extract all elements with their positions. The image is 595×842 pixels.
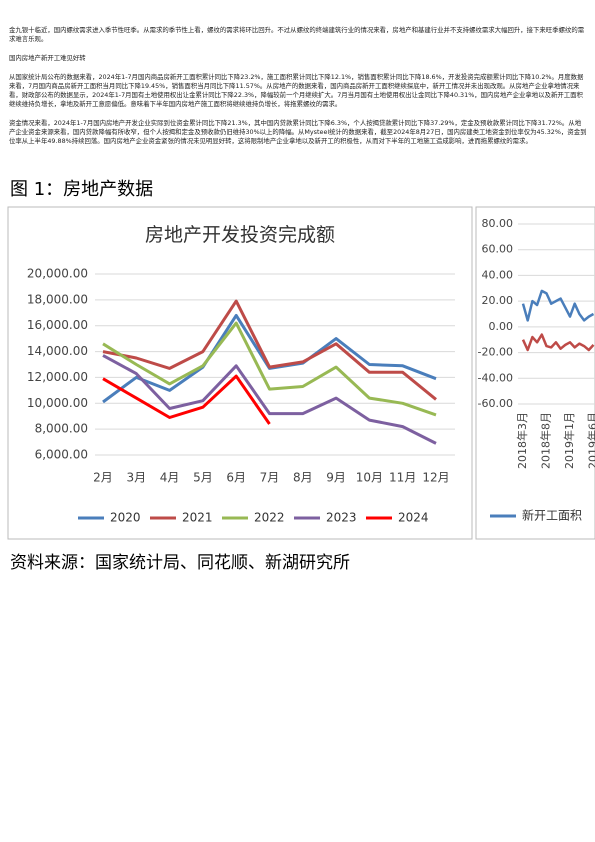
y-tick-label: 18,000.00	[27, 292, 88, 306]
x-tick-label: 2019年1月	[562, 412, 576, 469]
y-tick-label: 80.00	[482, 217, 514, 230]
legend-label: 2023	[326, 511, 357, 525]
y-tick-label: 10,000.00	[27, 396, 88, 410]
legend-label: 新开工面积	[522, 508, 582, 523]
chart-2: -60.00 -40.00 -20.00 0.00 20.00 40.00 60.00 80.…	[478, 217, 595, 523]
legend-label: 2022	[254, 511, 285, 525]
x-tick-label: 12月	[422, 471, 449, 485]
legend-label: 2024	[398, 511, 429, 525]
x-tick-label: 2018年3月	[515, 412, 529, 469]
series-line	[521, 289, 595, 322]
x-tick-label: 2月	[93, 471, 113, 485]
series-line	[102, 374, 271, 425]
y-tick-label: -60.00	[478, 397, 513, 410]
series-line	[102, 354, 437, 445]
figure-title: 图 1：房地产数据	[10, 179, 153, 200]
y-tick-label: 16,000.00	[27, 318, 88, 332]
y-tick-label: 8,000.00	[35, 422, 88, 436]
series-line	[102, 299, 437, 401]
y-tick-label: 20,000.00	[27, 267, 88, 281]
series-line	[102, 321, 437, 417]
series-line	[521, 333, 595, 352]
source-note: 资料来源：国家统计局、同花顺、新湖研究所	[10, 553, 350, 573]
y-tick-label: 12,000.00	[27, 370, 88, 384]
x-tick-label: 2018年8月	[539, 412, 553, 469]
y-tick-label: 60.00	[482, 243, 514, 256]
x-tick-label: 6月	[226, 471, 246, 485]
legend-label: 2021	[182, 511, 213, 525]
x-tick-label: 9月	[326, 471, 346, 485]
chart-title: 房地产开发投资完成额	[145, 224, 335, 246]
x-tick-label: 11月	[389, 471, 416, 485]
x-tick-label: 8月	[293, 471, 313, 485]
y-tick-label: 6,000.00	[35, 448, 88, 462]
y-tick-label: -40.00	[478, 371, 513, 384]
x-tick-label: 7月	[260, 471, 280, 485]
x-tick-label: 10月	[356, 471, 383, 485]
y-tick-label: 20.00	[482, 294, 514, 307]
y-tick-label: 14,000.00	[27, 344, 88, 358]
y-tick-label: 40.00	[482, 268, 514, 281]
paragraph: 从国家统计局公布的数据来看，2024年1-7月国内商品房新开工面积累计同比下降2…	[9, 73, 584, 108]
paragraph: 资金情况来看，2024年1-7月国内房地产开发企业实际到位资金累计同比下降21.…	[9, 119, 587, 145]
legend-label: 2020	[110, 511, 141, 525]
x-tick-label: 5月	[193, 471, 213, 485]
body-text: 金九银十临近，国内螺纹需求进入季节性旺季。从需求的季节性上看，螺纹的需求将环比回…	[9, 26, 587, 156]
x-tick-label: 3月	[126, 471, 146, 485]
y-tick-label: 0.00	[489, 320, 514, 333]
x-tick-label: 2019年6月	[586, 412, 595, 469]
paragraph: 金九银十临近，国内螺纹需求进入季节性旺季。从需求的季节性上看，螺纹的需求将环比回…	[9, 26, 585, 43]
y-tick-label: -20.00	[478, 346, 513, 359]
section-heading: 国内房地产新开工难见好转	[9, 54, 86, 62]
x-tick-label: 4月	[160, 471, 180, 485]
chart-frame	[475, 206, 595, 540]
